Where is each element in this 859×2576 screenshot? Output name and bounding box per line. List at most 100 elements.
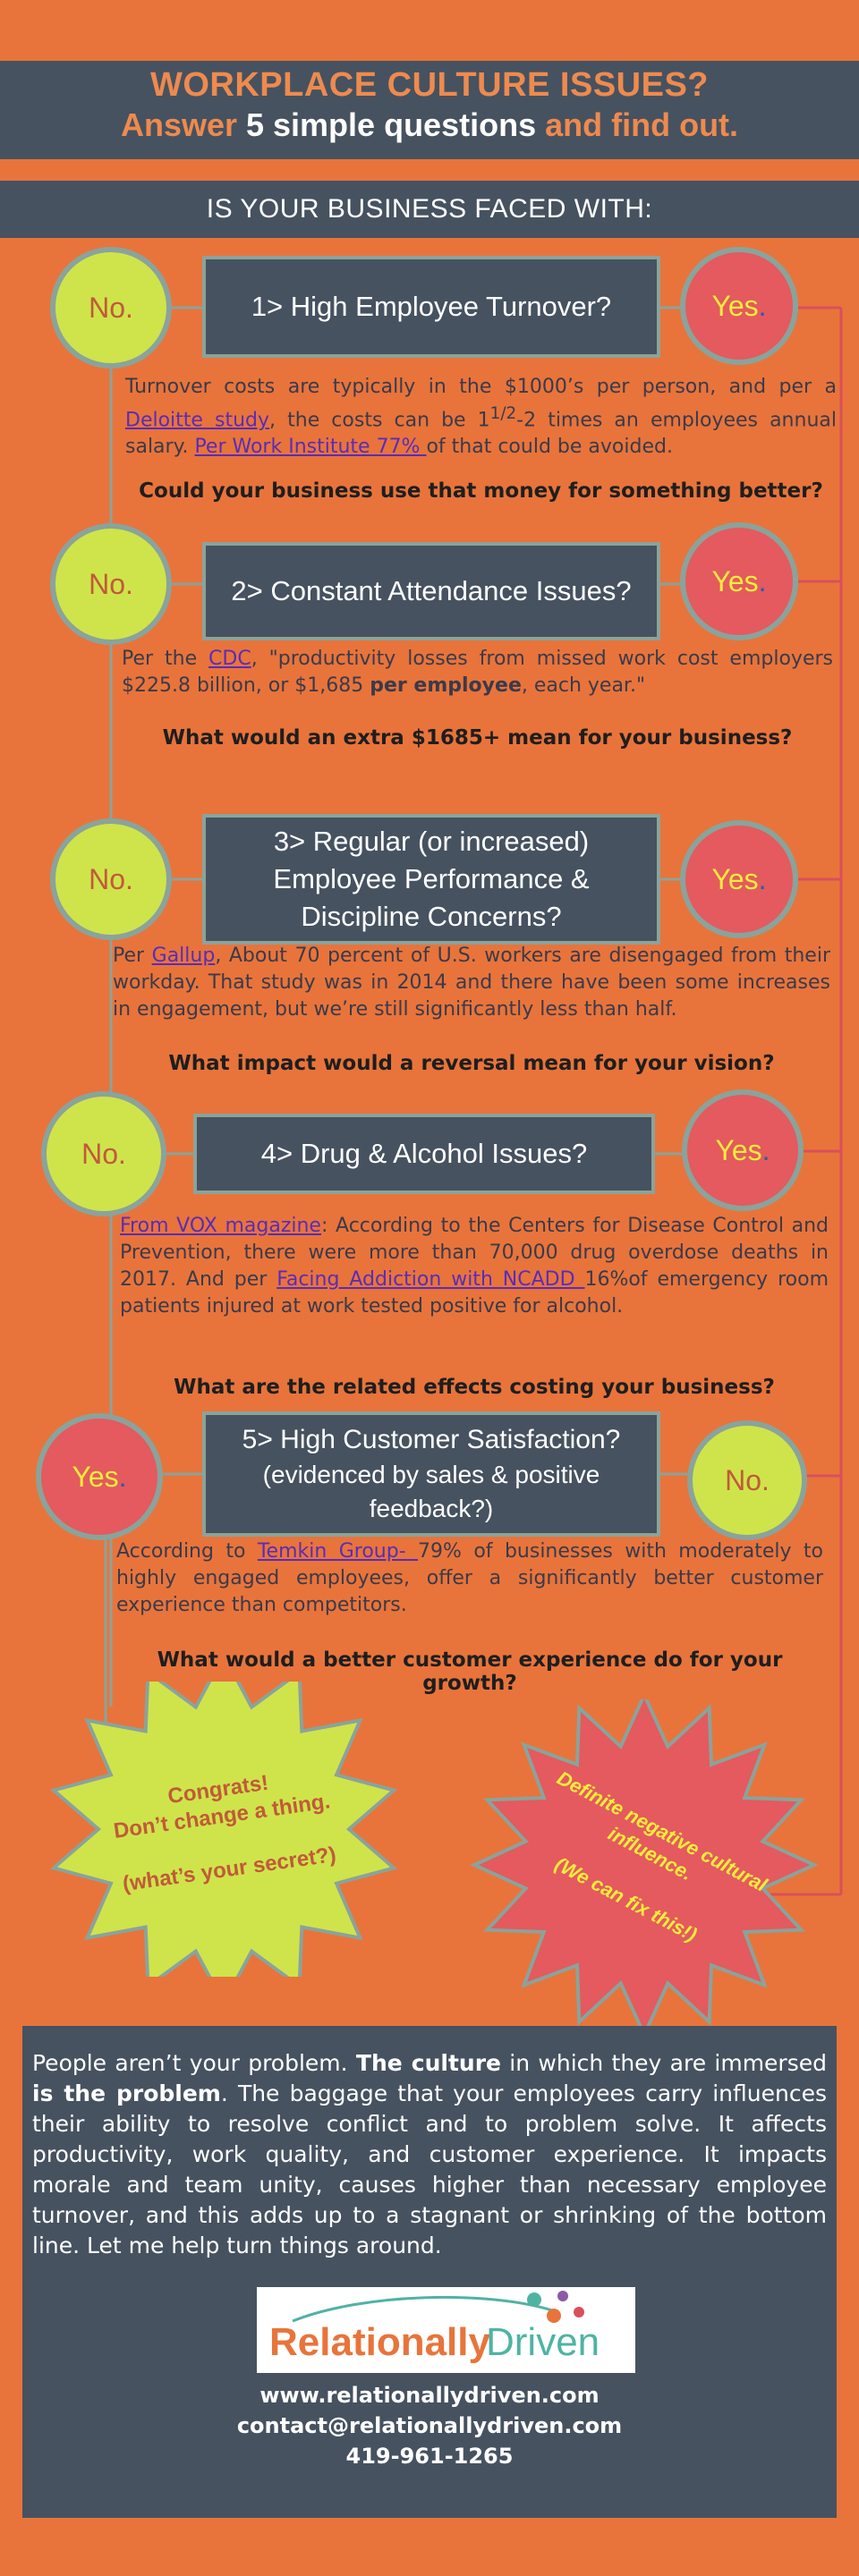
yes-word: Yes: [711, 564, 759, 597]
question-3-title-line3: Discipline Concerns?: [301, 900, 562, 932]
source-link[interactable]: CDC: [208, 648, 251, 670]
emphasis-text: The culture: [355, 2050, 501, 2076]
source-link[interactable]: Per Work Institute 77%: [194, 436, 427, 459]
text-segment: , each year.": [521, 674, 646, 697]
yes-dot: .: [758, 862, 767, 895]
text-segment: Per the: [122, 648, 209, 670]
question-2-followup: What would an extra $1685+ mean for your…: [162, 726, 793, 750]
logo-dot-teal: [527, 2292, 541, 2307]
question-1-box: 1> High Employee Turnover?: [202, 256, 660, 358]
yes-circle-q4: Yes.: [682, 1089, 804, 1211]
no-circle-q5: No.: [687, 1420, 807, 1540]
yes-circle-q5: Yes.: [36, 1413, 163, 1540]
yes-label: Yes.: [711, 565, 766, 598]
yes-dot: .: [761, 1133, 770, 1166]
question-1-title: 1> High Employee Turnover?: [251, 291, 612, 323]
emphasis-text: per employee: [370, 674, 522, 697]
yes-circle-q1: Yes.: [680, 247, 798, 365]
email-link[interactable]: contact@relationallydriven.com: [236, 2413, 623, 2438]
text-segment: Per: [113, 945, 152, 967]
no-label: No.: [81, 1137, 126, 1170]
no-label: No.: [89, 862, 133, 895]
yes-word: Yes: [711, 862, 759, 895]
good-burst-shape: [49, 1682, 398, 1977]
text-segment: in which they are immersed: [501, 2050, 827, 2076]
text-segment: 1/2: [489, 404, 517, 423]
text-segment: People aren’t your problem.: [32, 2050, 356, 2076]
website-link[interactable]: www.relationallydriven.com: [259, 2383, 600, 2408]
source-link[interactable]: Deloitte study: [125, 409, 270, 432]
header-subtitle: Answer 5 simple questions and find out.: [0, 106, 859, 144]
question-3-followup: What impact would a reversal mean for yo…: [168, 1052, 775, 1075]
text-segment: of that could be avoided.: [426, 436, 673, 459]
question-5-title-line2: (evidenced by sales & positive: [262, 1461, 600, 1489]
footer-paragraph: People aren’t your problem. The culture …: [32, 2048, 827, 2261]
question-2-text: Per the CDC, "productivity losses from m…: [122, 646, 833, 699]
no-circle-q4: No.: [41, 1091, 166, 1216]
yes-word: Yes: [72, 1460, 119, 1493]
text-segment: Turnover costs are typically in the $100…: [125, 376, 837, 398]
source-link[interactable]: Gallup: [151, 945, 216, 967]
subtitle-post: and find out.: [536, 106, 739, 143]
yes-circle-q2: Yes.: [680, 522, 798, 640]
text-segment: According to: [116, 1540, 258, 1563]
source-link[interactable]: From VOX magazine: [120, 1215, 321, 1237]
yes-dot: .: [758, 564, 767, 597]
yes-dot: .: [758, 289, 767, 322]
source-link[interactable]: Temkin Group-: [257, 1540, 419, 1563]
section-heading: IS YOUR BUSINESS FACED WITH:: [0, 181, 859, 238]
source-link[interactable]: Facing Addiction with NCADD: [276, 1268, 585, 1291]
logo-graphic: Relationally Driven: [269, 2291, 600, 2364]
yes-circle-q3: Yes.: [680, 820, 798, 938]
question-3-title-line1: 3> Regular (or increased): [273, 826, 590, 858]
no-circle-q2: No.: [50, 523, 172, 645]
no-label: No.: [725, 1463, 770, 1496]
question-5-text: According to Temkin Group- 79% of busine…: [116, 1538, 823, 1619]
logo-text-driven: Driven: [486, 2320, 600, 2364]
subtitle-pre: Answer: [120, 106, 246, 143]
logo-dot-purple: [557, 2291, 568, 2301]
no-circle-q3: No.: [50, 818, 172, 940]
logo-text-relationally: Relationally: [269, 2320, 490, 2364]
yes-dot: .: [118, 1460, 127, 1493]
relationally-driven-logo: Relationally Driven: [257, 2287, 635, 2373]
question-4-box: 4> Drug & Alcohol Issues?: [193, 1114, 655, 1194]
question-2-title: 2> Constant Attendance Issues?: [231, 575, 632, 607]
question-3-box: 3> Regular (or increased) Employee Perfo…: [202, 814, 660, 945]
text-segment: 16%of emergency room patients injured at…: [120, 1268, 829, 1318]
yes-label: Yes.: [711, 290, 766, 323]
outcome-bad-burst: Definite negative cultural influence. (W…: [470, 1699, 819, 2030]
bad-burst-shape: [470, 1699, 819, 2030]
no-label: No.: [89, 567, 133, 600]
text-segment: . The baggage that your employees carry …: [32, 2080, 827, 2258]
logo-dot-red: [574, 2307, 584, 2318]
logo-dot-orange: [547, 2309, 561, 2323]
question-5-title-line1: 5> High Customer Satisfaction?: [242, 1424, 621, 1454]
logo-arc: [292, 2295, 553, 2323]
question-4-title: 4> Drug & Alcohol Issues?: [260, 1138, 588, 1170]
question-5-title-line3: feedback?): [369, 1495, 494, 1523]
yes-label: Yes.: [715, 1134, 770, 1167]
yes-label: Yes.: [711, 863, 766, 896]
question-5-box: 5> High Customer Satisfaction? (evidence…: [202, 1411, 660, 1537]
question-4-text: From VOX magazine: According to the Cent…: [120, 1213, 829, 1320]
emphasis-text: is the problem: [32, 2080, 221, 2106]
question-5-followup: What would a better customer experience …: [157, 1648, 783, 1695]
phone-number: 419-961-1265: [345, 2444, 514, 2469]
no-label: No.: [89, 291, 133, 324]
question-3-title-line2: Employee Performance &: [273, 863, 590, 895]
text-segment: , "productivity losses from missed work …: [122, 648, 833, 697]
text-segment: : According to the Centers for Disease C…: [120, 1215, 829, 1291]
outcome-good-burst: Congrats! Don’t change a thing. (what’s …: [49, 1682, 398, 1977]
text-segment: -2 times an employees annual salary.: [125, 409, 837, 459]
yes-label: Yes.: [72, 1461, 126, 1494]
question-3-text: Per Gallup, About 70 percent of U.S. wor…: [113, 943, 830, 1023]
text-segment: , About 70 percent of U.S. workers are d…: [113, 945, 830, 1021]
footer-panel: [22, 2026, 837, 2518]
yes-word: Yes: [711, 289, 759, 322]
question-4-followup: What are the related effects costing you…: [174, 1376, 775, 1399]
question-1-followup: Could your business use that money for s…: [139, 479, 823, 503]
header-title: WORKPLACE CULTURE ISSUES?: [149, 66, 710, 104]
question-2-box: 2> Constant Attendance Issues?: [202, 542, 660, 640]
no-circle-q1: No.: [50, 247, 172, 369]
